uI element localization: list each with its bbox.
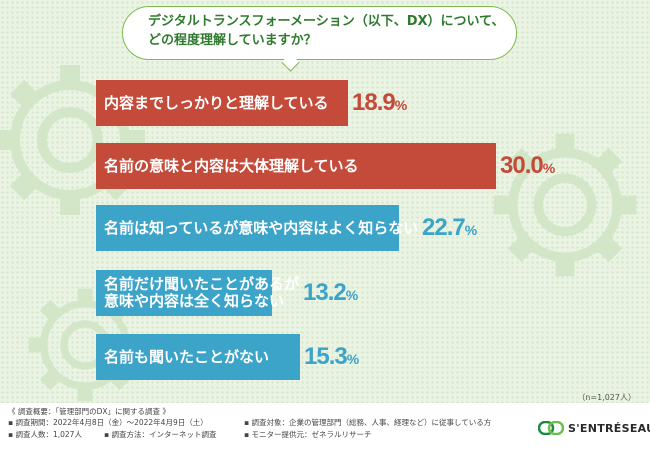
bar-5: 名前も聞いたことがない xyxy=(96,334,300,380)
company-logo: S'ENTRÉSEAU xyxy=(538,421,650,435)
survey-method: ▪ 調査方法：インターネット調査 xyxy=(104,430,217,439)
bar-1: 内容までしっかりと理解している xyxy=(96,80,348,126)
bar-value-label: 30.0% xyxy=(500,152,555,180)
question-text: デジタルトランスフォーメーション（以下、DX）について、 どの程度理解しています… xyxy=(148,12,508,50)
bar-label-line: 名前だけ聞いたことがあるが xyxy=(104,275,300,293)
bar-4: 名前だけ聞いたことがあるが 意味や内容は全く知らない xyxy=(96,270,299,316)
bar-label-line: 意味や内容は全く知らない xyxy=(104,292,285,310)
bar-value-number: 18.9 xyxy=(352,89,396,116)
survey-people: ▪ 調査人数：1,027人 xyxy=(8,430,82,439)
bar-3: 名前は知っているが意味や内容はよく知らない xyxy=(96,205,418,251)
bar-2: 名前の意味と内容は大体理解している xyxy=(96,143,496,189)
bar-value-unit: % xyxy=(542,160,555,176)
bar-label: 名前だけ聞いたことがあるが 意味や内容は全く知らない xyxy=(104,276,299,310)
bar-label-line: 内容までしっかりと理解している xyxy=(104,93,329,112)
bar-label-line: 名前は知っているが意味や内容はよく知らない xyxy=(104,218,419,237)
bar-label: 名前も聞いたことがない xyxy=(104,347,270,366)
bar-value-unit: % xyxy=(345,287,358,303)
bar-value-number: 15.3 xyxy=(304,343,348,370)
survey-period: ▪ 調査期間：2022年4月8日（金）〜2022年4月9日（土） xyxy=(8,418,208,427)
bar-value-label: 18.9% xyxy=(352,89,407,117)
bar-value-label: 15.3% xyxy=(304,343,359,371)
question-line-2: どの程度理解していますか？ xyxy=(148,33,317,48)
bar-value-label: 22.7% xyxy=(422,214,477,242)
footer: 《 調査概要：「管理部門のDX」に関する調査 》 ▪ 調査期間：2022年4月8… xyxy=(0,403,650,450)
logo-mark-icon xyxy=(538,421,564,435)
bar-value-unit: % xyxy=(346,351,359,367)
bar-label: 名前は知っているが意味や内容はよく知らない xyxy=(104,218,419,237)
gear-decoration-icon xyxy=(493,133,637,277)
bar-label-line: 名前も聞いたことがない xyxy=(104,347,270,366)
survey-overview: 《 調査概要：「管理部門のDX」に関する調査 》 xyxy=(8,407,170,416)
bar-value-unit: % xyxy=(394,97,407,113)
bar-value-number: 22.7 xyxy=(422,214,466,241)
bar-value-number: 13.2 xyxy=(303,279,347,306)
bar-label-line: 名前の意味と内容は大体理解している xyxy=(104,156,359,175)
survey-target: ▪ 調査対象：企業の管理部門（総務、人事、経理など）に従事している方 xyxy=(244,418,492,427)
bar-label: 名前の意味と内容は大体理解している xyxy=(104,156,359,175)
logo-text: S'ENTRÉSEAU xyxy=(568,421,650,435)
sample-size-note: （n=1,027人） xyxy=(577,393,636,402)
bar-value-number: 30.0 xyxy=(500,152,544,179)
bar-label: 内容までしっかりと理解している xyxy=(104,93,329,112)
bar-value-label: 13.2% xyxy=(303,279,358,307)
question-bubble xyxy=(122,6,517,60)
question-line-1: デジタルトランスフォーメーション（以下、DX）について、 xyxy=(148,14,505,29)
survey-provider: ▪ モニター提供元：ゼネラルリサーチ xyxy=(244,430,372,439)
bar-value-unit: % xyxy=(464,222,477,238)
